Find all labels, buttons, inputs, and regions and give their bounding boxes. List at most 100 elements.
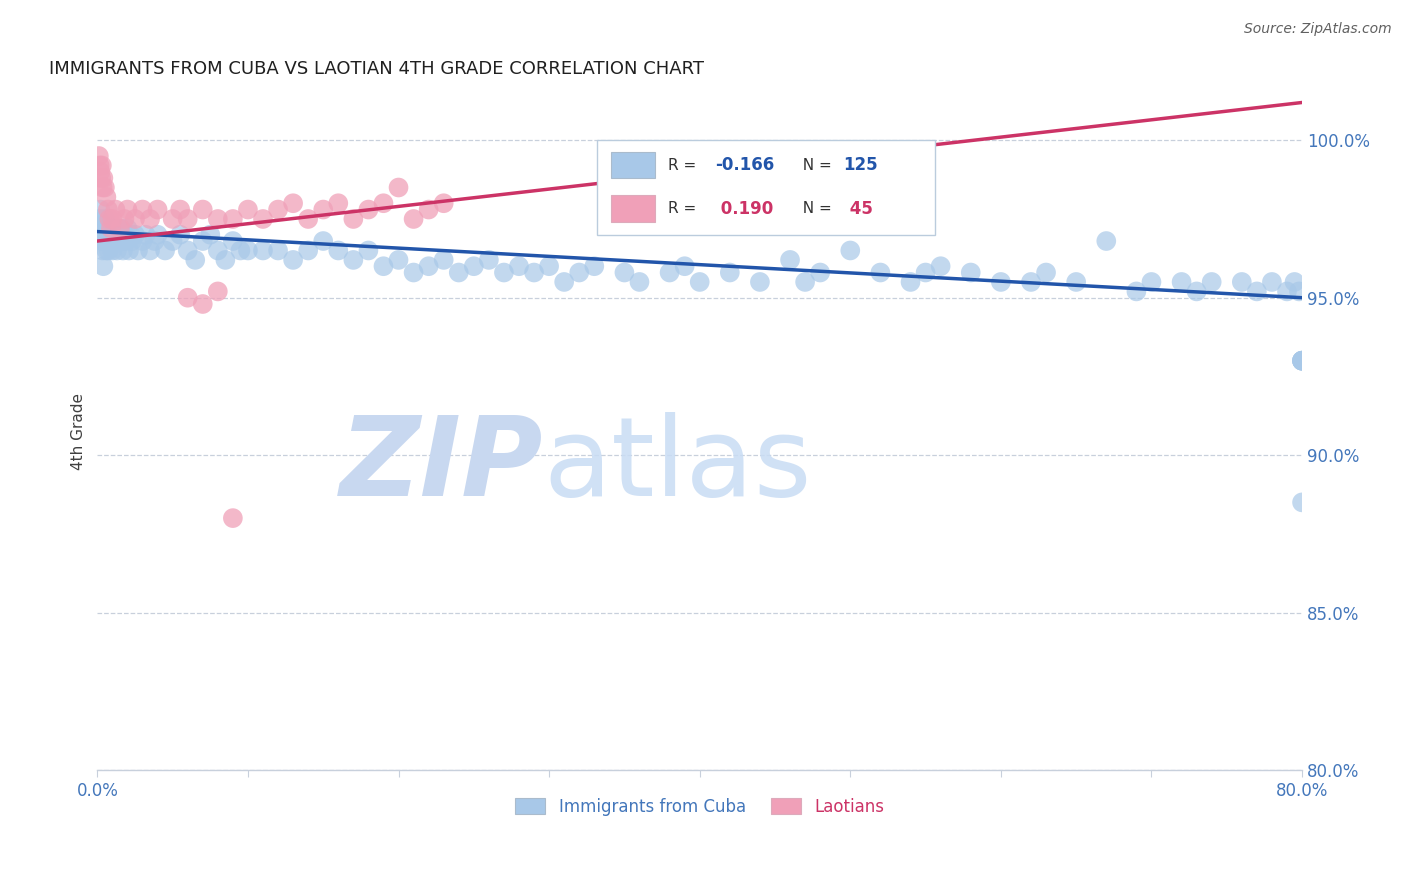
Point [89, 165, 111, 179]
Point [222, 234, 245, 248]
Point [146, 227, 169, 242]
Point [357, 244, 380, 258]
Point [139, 212, 162, 227]
Point [628, 275, 651, 289]
Point [127, 244, 149, 258]
Point [252, 244, 274, 258]
Text: Source: ZipAtlas.com: Source: ZipAtlas.com [1244, 22, 1392, 37]
Point [96, 244, 118, 258]
Point [191, 297, 214, 311]
Point [114, 227, 136, 242]
Point [418, 259, 440, 273]
Point [97, 244, 120, 258]
Point [120, 227, 142, 242]
Point [1064, 275, 1087, 289]
Point [718, 266, 741, 280]
Point [229, 244, 252, 258]
Point [100, 221, 122, 235]
Point [177, 212, 200, 227]
Point [191, 234, 214, 248]
Point [1291, 353, 1313, 368]
Point [1288, 285, 1310, 299]
Point [177, 244, 200, 258]
Point [342, 212, 364, 227]
Point [135, 227, 157, 242]
Legend: Immigrants from Cuba, Laotians: Immigrants from Cuba, Laotians [509, 791, 891, 822]
Point [990, 275, 1012, 289]
Point [177, 291, 200, 305]
Point [89, 158, 111, 172]
Point [538, 259, 561, 273]
Point [207, 285, 229, 299]
Point [1275, 285, 1298, 299]
Point [1095, 234, 1118, 248]
Point [1246, 285, 1268, 299]
Point [959, 266, 981, 280]
Point [93, 259, 115, 273]
Point [328, 196, 350, 211]
Point [89, 212, 111, 227]
Point [900, 275, 922, 289]
Point [96, 221, 118, 235]
Point [281, 252, 304, 267]
Point [162, 234, 184, 248]
Point [104, 202, 127, 217]
Point [117, 202, 139, 217]
Point [1261, 275, 1284, 289]
Point [207, 244, 229, 258]
Text: ZIP: ZIP [340, 412, 543, 519]
Point [87, 221, 110, 235]
Point [101, 244, 124, 258]
Point [433, 196, 456, 211]
Point [418, 202, 440, 217]
Point [523, 266, 546, 280]
Point [131, 202, 153, 217]
Point [104, 234, 127, 248]
Point [1019, 275, 1042, 289]
Point [373, 196, 395, 211]
Point [139, 244, 162, 258]
Point [297, 212, 319, 227]
Point [673, 259, 696, 273]
Point [94, 180, 117, 194]
Point [94, 227, 117, 242]
Point [328, 244, 350, 258]
Point [1170, 275, 1192, 289]
Point [169, 227, 191, 242]
Point [184, 252, 207, 267]
Point [1291, 353, 1313, 368]
Point [1284, 275, 1306, 289]
Point [200, 227, 222, 242]
Point [110, 221, 132, 235]
Point [236, 202, 259, 217]
Point [222, 212, 245, 227]
Point [87, 149, 110, 163]
Point [94, 234, 117, 248]
Point [357, 202, 380, 217]
Point [107, 227, 129, 242]
Point [94, 212, 117, 227]
Point [153, 244, 176, 258]
Point [508, 259, 530, 273]
Point [402, 266, 425, 280]
Point [1291, 353, 1313, 368]
Point [162, 212, 184, 227]
Point [808, 266, 831, 280]
Point [463, 259, 485, 273]
Point [342, 252, 364, 267]
Point [118, 244, 141, 258]
Point [91, 180, 114, 194]
Point [111, 244, 134, 258]
Point [658, 266, 681, 280]
Point [478, 252, 501, 267]
Point [373, 259, 395, 273]
Point [583, 259, 606, 273]
Point [97, 202, 120, 217]
Point [98, 221, 121, 235]
Point [312, 234, 335, 248]
Point [914, 266, 936, 280]
Point [433, 252, 456, 267]
Point [568, 266, 591, 280]
Point [1125, 285, 1147, 299]
Point [1035, 266, 1057, 280]
